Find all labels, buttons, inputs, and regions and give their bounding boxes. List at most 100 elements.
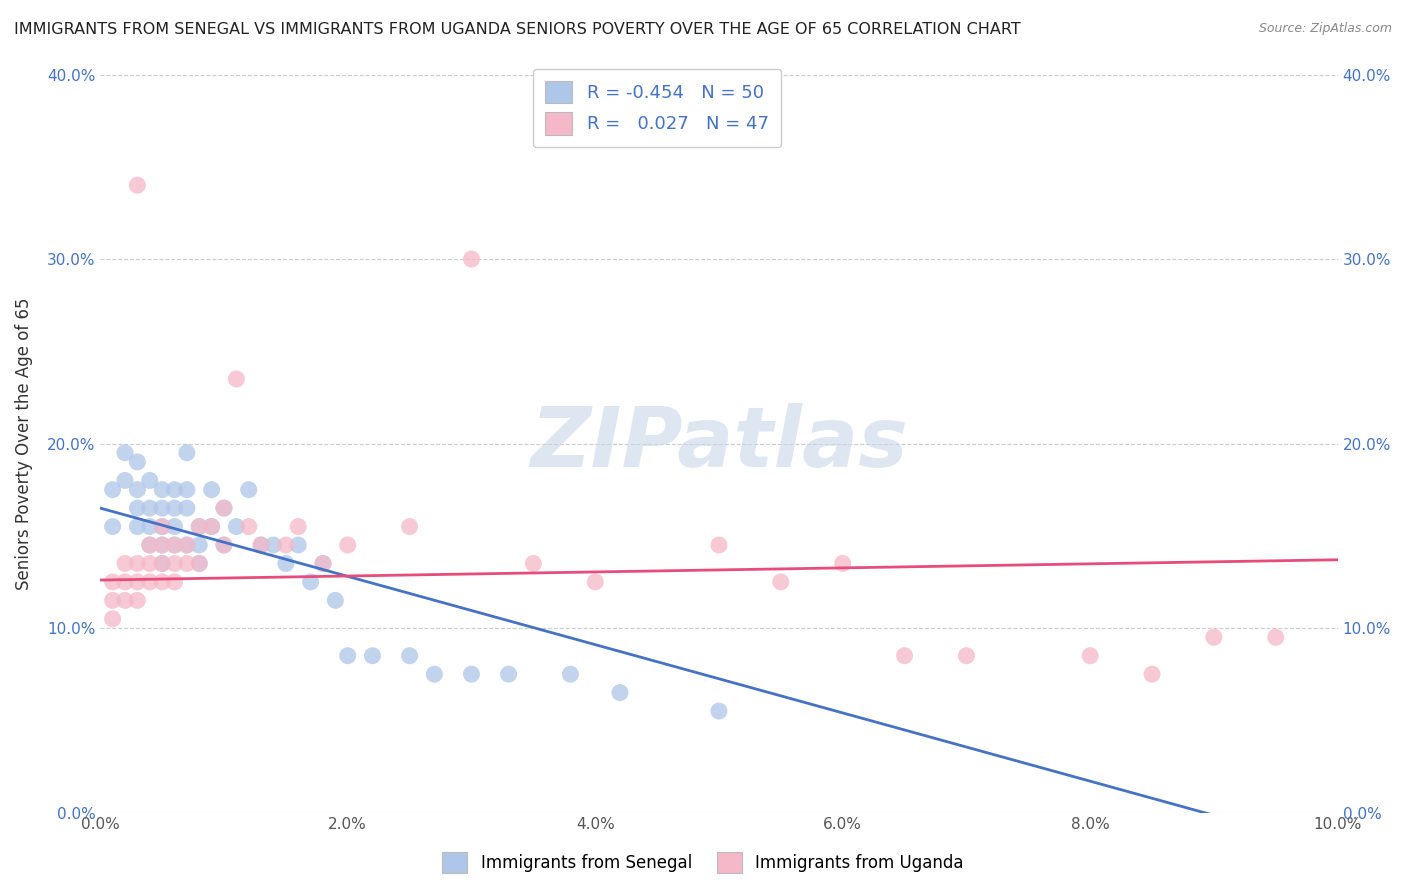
Legend: Immigrants from Senegal, Immigrants from Uganda: Immigrants from Senegal, Immigrants from… [436, 846, 970, 880]
Point [361, 648, 384, 663]
Point [127, 178, 149, 193]
Point [150, 574, 173, 589]
Point [250, 538, 273, 552]
Point [1140, 667, 1163, 681]
Point [127, 574, 149, 589]
Point [274, 538, 297, 552]
Point [163, 574, 186, 589]
Point [114, 574, 136, 589]
Point [127, 519, 149, 533]
Point [1264, 630, 1286, 644]
Point [163, 538, 186, 552]
Point [176, 538, 198, 552]
Point [201, 483, 224, 497]
Point [114, 593, 136, 607]
Point [769, 574, 792, 589]
Point [101, 593, 124, 607]
Point [201, 519, 224, 533]
Point [150, 538, 173, 552]
Point [250, 538, 273, 552]
Point [238, 483, 260, 497]
Point [398, 519, 420, 533]
Point [139, 474, 162, 488]
Point [312, 557, 335, 571]
Point [212, 538, 235, 552]
Point [212, 501, 235, 516]
Point [263, 538, 285, 552]
Point [176, 501, 198, 516]
Text: ZIPatlas: ZIPatlas [530, 403, 908, 484]
Point [460, 667, 482, 681]
Point [176, 483, 198, 497]
Point [163, 519, 186, 533]
Point [150, 519, 173, 533]
Point [150, 519, 173, 533]
Point [460, 252, 482, 266]
Point [299, 574, 322, 589]
Point [150, 557, 173, 571]
Point [188, 519, 211, 533]
Point [139, 538, 162, 552]
Point [101, 483, 124, 497]
Point [225, 519, 247, 533]
Point [238, 519, 260, 533]
Point [955, 648, 977, 663]
Point [188, 557, 211, 571]
Point [1202, 630, 1225, 644]
Point [609, 685, 631, 699]
Point [707, 704, 730, 718]
Point [398, 648, 420, 663]
Point [560, 667, 582, 681]
Point [188, 519, 211, 533]
Point [522, 557, 544, 571]
Point [127, 483, 149, 497]
Point [139, 538, 162, 552]
Point [127, 557, 149, 571]
Text: Source: ZipAtlas.com: Source: ZipAtlas.com [1258, 22, 1392, 36]
Point [212, 538, 235, 552]
Point [1078, 648, 1101, 663]
Point [127, 593, 149, 607]
Point [893, 648, 915, 663]
Point [114, 474, 136, 488]
Point [163, 501, 186, 516]
Point [831, 557, 853, 571]
Point [188, 557, 211, 571]
Point [127, 501, 149, 516]
Point [201, 519, 224, 533]
Point [139, 574, 162, 589]
Point [139, 519, 162, 533]
Point [423, 667, 446, 681]
Point [163, 538, 186, 552]
Point [336, 538, 359, 552]
Point [150, 557, 173, 571]
Point [325, 593, 347, 607]
Point [188, 538, 211, 552]
Y-axis label: Seniors Poverty Over the Age of 65: Seniors Poverty Over the Age of 65 [15, 297, 32, 590]
Point [176, 557, 198, 571]
Point [101, 574, 124, 589]
Point [101, 519, 124, 533]
Point [139, 557, 162, 571]
Point [225, 372, 247, 386]
Point [498, 667, 520, 681]
Text: IMMIGRANTS FROM SENEGAL VS IMMIGRANTS FROM UGANDA SENIORS POVERTY OVER THE AGE O: IMMIGRANTS FROM SENEGAL VS IMMIGRANTS FR… [14, 22, 1021, 37]
Legend: R = -0.454   N = 50, R =   0.027   N = 47: R = -0.454 N = 50, R = 0.027 N = 47 [533, 69, 782, 147]
Point [101, 612, 124, 626]
Point [150, 501, 173, 516]
Point [176, 446, 198, 460]
Point [212, 501, 235, 516]
Point [163, 483, 186, 497]
Point [312, 557, 335, 571]
Point [163, 557, 186, 571]
Point [287, 519, 309, 533]
Point [583, 574, 606, 589]
Point [707, 538, 730, 552]
Point [287, 538, 309, 552]
Point [114, 446, 136, 460]
Point [336, 648, 359, 663]
Point [139, 501, 162, 516]
Point [127, 455, 149, 469]
Point [274, 557, 297, 571]
Point [150, 538, 173, 552]
